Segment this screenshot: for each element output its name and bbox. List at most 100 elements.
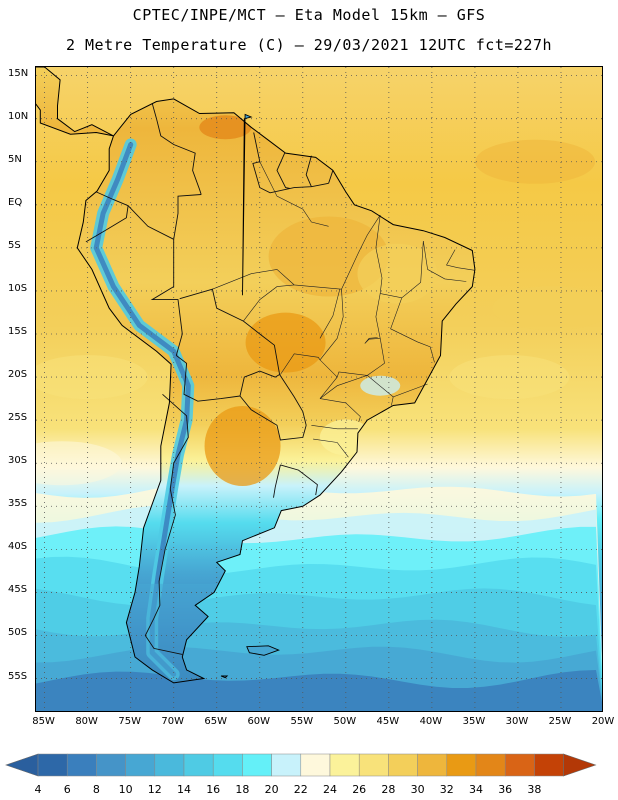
colorbar-swatch (534, 753, 564, 777)
colorbar-tick-label: 10 (118, 783, 133, 796)
longitude-label: 75W (118, 716, 141, 727)
country-border (127, 205, 183, 356)
state-border (423, 240, 467, 282)
longitude-label: 40W (419, 716, 443, 727)
latitude-label: 5S (8, 239, 21, 251)
state-border (319, 375, 428, 399)
colorbar-tick-label: 4 (34, 783, 42, 796)
colorbar-tick-label: 26 (352, 783, 367, 796)
colorbar-swatch (446, 753, 477, 777)
country-border (176, 355, 241, 402)
country-border (239, 370, 280, 397)
colorbar-tick-label: 28 (381, 783, 396, 796)
latitude-label: 10S (8, 282, 28, 294)
state-border (259, 161, 329, 227)
land-temperature-patch (357, 243, 438, 304)
map-title-line1: CPTEC/INPE/MCT – Eta Model 15km – GFS (132, 6, 486, 24)
continent-coastline (76, 98, 476, 684)
country-border (328, 170, 334, 184)
longitude-label: 65W (204, 716, 228, 727)
political-borders (85, 103, 475, 655)
latitude-label: 35S (8, 498, 28, 510)
colorbar-tick-label: 22 (293, 783, 308, 796)
colorbar-tick-label: 34 (469, 783, 483, 796)
colorbar-swatch (329, 753, 360, 777)
colorbar-swatch (504, 753, 535, 777)
country-border (151, 103, 202, 195)
country-border (173, 194, 202, 240)
colorbar-swatch (96, 753, 126, 777)
state-border (280, 353, 321, 375)
colorbar-tick-label: 16 (206, 783, 221, 796)
colorbar-swatch (388, 753, 418, 777)
colorbar-tick-label: 12 (147, 783, 162, 796)
state-border (390, 297, 435, 363)
colorbar-swatch (66, 753, 97, 777)
colorbar-tick-label: 36 (498, 783, 513, 796)
state-border (364, 293, 381, 344)
country-border (252, 132, 329, 194)
state-border (391, 396, 394, 406)
land-temperature-patch (204, 405, 281, 486)
colorbar-tick-label: 38 (527, 783, 542, 796)
map-frame (35, 66, 603, 712)
longitude-label: 20W (591, 716, 615, 727)
state-border (243, 284, 295, 322)
longitude-label: 60W (247, 716, 271, 727)
latitude-label: 50S (8, 627, 28, 639)
state-border (212, 269, 342, 290)
ocean-patch (449, 355, 570, 400)
latitude-label: 15N (8, 67, 29, 79)
colorbar-swatch (183, 753, 214, 777)
latitude-label: 45S (8, 584, 28, 596)
colorbar-tick-label: 8 (92, 783, 100, 796)
land-temperature-patch (199, 115, 252, 140)
colorbar-swatch (212, 753, 243, 777)
country-border (305, 155, 312, 187)
country-border (280, 464, 318, 496)
land-temperature-field (36, 67, 475, 683)
latitude-label: 55S (8, 670, 28, 682)
island-coastline (220, 675, 229, 679)
state-border (313, 438, 349, 458)
latitude-label: 30S (8, 455, 28, 467)
state-border (446, 249, 475, 271)
colorbar-swatch (300, 753, 331, 777)
country-border (144, 393, 189, 655)
colorbar-tick-label: 20 (264, 783, 279, 796)
latitude-label: 25S (8, 412, 28, 424)
colorbar-tick-label: 24 (323, 783, 337, 796)
colorbar-right-arrow (563, 753, 597, 777)
longitude-label: 45W (376, 716, 400, 727)
colorbar-tick-label: 32 (439, 783, 454, 796)
latitude-label: 10N (8, 110, 29, 122)
land-temperature-patch (245, 312, 326, 373)
colorbar-swatch (417, 753, 448, 777)
latitude-label: 5N (8, 153, 22, 165)
ocean-patch (475, 139, 596, 184)
latitude-label: 40S (8, 541, 28, 553)
state-border (319, 398, 361, 422)
state-border (311, 425, 358, 430)
longitude-label: 80W (75, 716, 98, 727)
colorbar-tick-label: 18 (235, 783, 250, 796)
colorbar-swatch (475, 753, 506, 777)
country-border (273, 464, 281, 498)
central-america-coastline (36, 67, 114, 137)
longitude-label: 25W (548, 716, 572, 727)
longitude-label: 55W (290, 716, 314, 727)
colorbar-tick-label: 6 (63, 783, 71, 796)
state-border (319, 289, 341, 339)
land-temperature-patch (360, 375, 401, 396)
latitude-label: 15S (8, 326, 28, 337)
colorbar-swatch (271, 753, 302, 777)
map-title-line2: 2 Metre Temperature (C) – 29/03/2021 12U… (65, 36, 553, 54)
ocean-patch (492, 286, 602, 331)
longitude-label: 30W (505, 716, 529, 727)
colorbar-swatch (358, 753, 389, 777)
colorbar-left-arrow (5, 753, 39, 777)
longitude-label: 70W (161, 716, 184, 727)
country-border (85, 191, 129, 243)
state-border (341, 214, 381, 290)
island-coastline (246, 645, 280, 656)
